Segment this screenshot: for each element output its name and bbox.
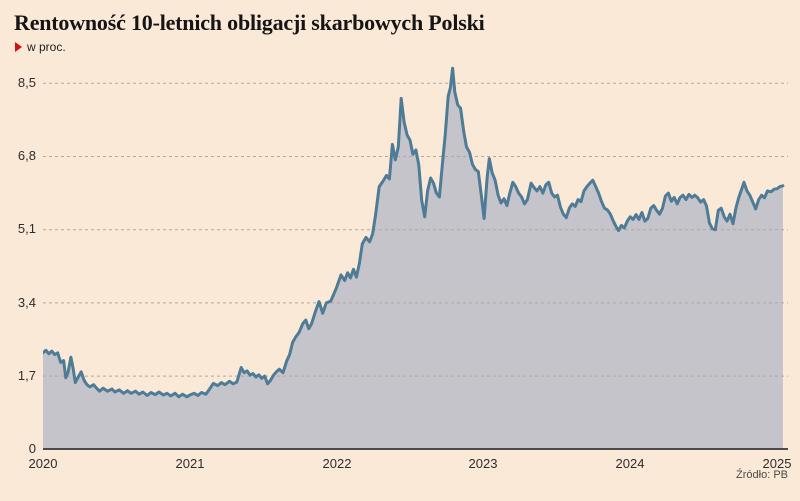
- y-tick-3-4: 3,4: [17, 295, 36, 310]
- series-line: [43, 66, 785, 399]
- x-tick-2022: 2022: [322, 456, 352, 471]
- area-chart-plot: [43, 66, 788, 450]
- page-title: Rentowność 10-letnich obligacji skarbowy…: [14, 10, 485, 35]
- x-tick-2024: 2024: [615, 456, 645, 471]
- y-tick-5-1: 5,1: [17, 221, 36, 236]
- x-tick-2021: 2021: [175, 456, 205, 471]
- x-tick-2020: 2020: [28, 456, 58, 471]
- x-tick-2025: 2025: [762, 456, 792, 471]
- red-triangle-icon: [15, 42, 22, 52]
- series-area-fill: [43, 68, 783, 450]
- y-tick-1-7: 1,7: [17, 368, 36, 383]
- x-axis-line: [43, 448, 788, 450]
- chart-subtitle: w proc.: [15, 40, 66, 54]
- source-label: Źródło: PB: [736, 469, 788, 481]
- y-tick-0: 0: [28, 441, 36, 456]
- x-tick-2023: 2023: [468, 456, 498, 471]
- y-tick-6-8: 6,8: [17, 148, 36, 163]
- y-tick-8-5: 8,5: [17, 75, 36, 90]
- unit-label: w proc.: [27, 40, 66, 54]
